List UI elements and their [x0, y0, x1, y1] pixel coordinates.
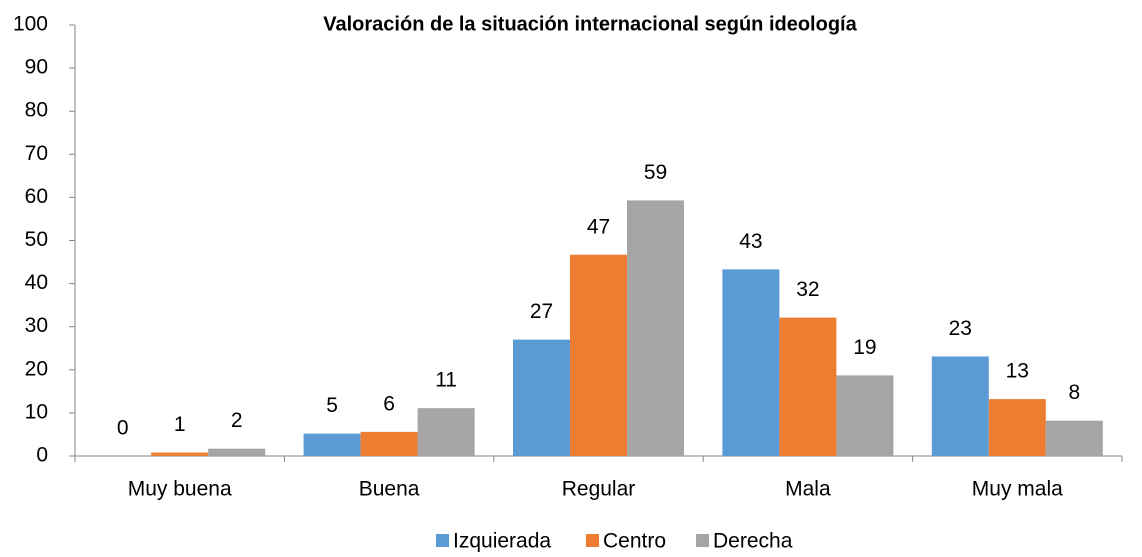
bar	[988, 399, 1046, 456]
value-label: 23	[949, 317, 972, 340]
y-tick-label: 40	[25, 271, 48, 294]
value-label: 1	[174, 413, 186, 436]
bar	[836, 375, 894, 456]
legend-label: Derecha	[713, 530, 793, 553]
bar	[360, 431, 418, 456]
value-label: 11	[435, 369, 457, 392]
bar	[303, 433, 361, 456]
bar	[1045, 420, 1103, 456]
x-tick-label: Regular	[562, 478, 636, 501]
legend-swatch	[436, 534, 449, 547]
y-tick-label: 90	[25, 56, 48, 79]
value-label: 19	[853, 336, 876, 359]
y-tick-label: 10	[25, 400, 48, 423]
legend-swatch	[586, 534, 599, 547]
bar	[570, 254, 627, 456]
bar	[779, 317, 837, 456]
bar	[417, 408, 475, 456]
value-label: 8	[1068, 381, 1080, 404]
bar	[513, 339, 570, 456]
value-label: 5	[326, 394, 338, 417]
value-label: 32	[796, 278, 819, 301]
y-tick-label: 50	[25, 228, 48, 251]
value-label: 2	[231, 409, 243, 432]
bar	[208, 448, 266, 456]
value-label: 6	[383, 392, 395, 415]
y-tick-label: 60	[25, 185, 48, 208]
value-label: 13	[1006, 360, 1029, 383]
legend-label: Izquierada	[453, 530, 551, 553]
y-tick-label: 0	[36, 444, 48, 467]
x-tick-label: Muy mala	[972, 478, 1063, 501]
y-tick-label: 80	[25, 99, 48, 122]
y-tick-label: 100	[13, 13, 48, 36]
value-label: 27	[530, 300, 553, 323]
y-tick-label: 30	[25, 314, 48, 337]
y-tick-label: 70	[25, 142, 48, 165]
bar	[627, 200, 684, 456]
value-label: 43	[739, 230, 762, 253]
value-label: 0	[117, 417, 129, 440]
x-tick-label: Buena	[359, 478, 420, 501]
chart-title: Valoración de la situación internacional…	[323, 13, 857, 35]
legend-swatch	[696, 534, 709, 547]
bar	[151, 452, 209, 456]
bar	[722, 269, 780, 456]
bar	[931, 356, 989, 456]
y-tick-label: 20	[25, 357, 48, 380]
x-tick-label: Mala	[785, 478, 831, 501]
x-tick-label: Muy buena	[128, 478, 232, 501]
value-label: 47	[587, 215, 610, 238]
legend-label: Centro	[603, 530, 666, 553]
value-label: 59	[644, 161, 667, 184]
